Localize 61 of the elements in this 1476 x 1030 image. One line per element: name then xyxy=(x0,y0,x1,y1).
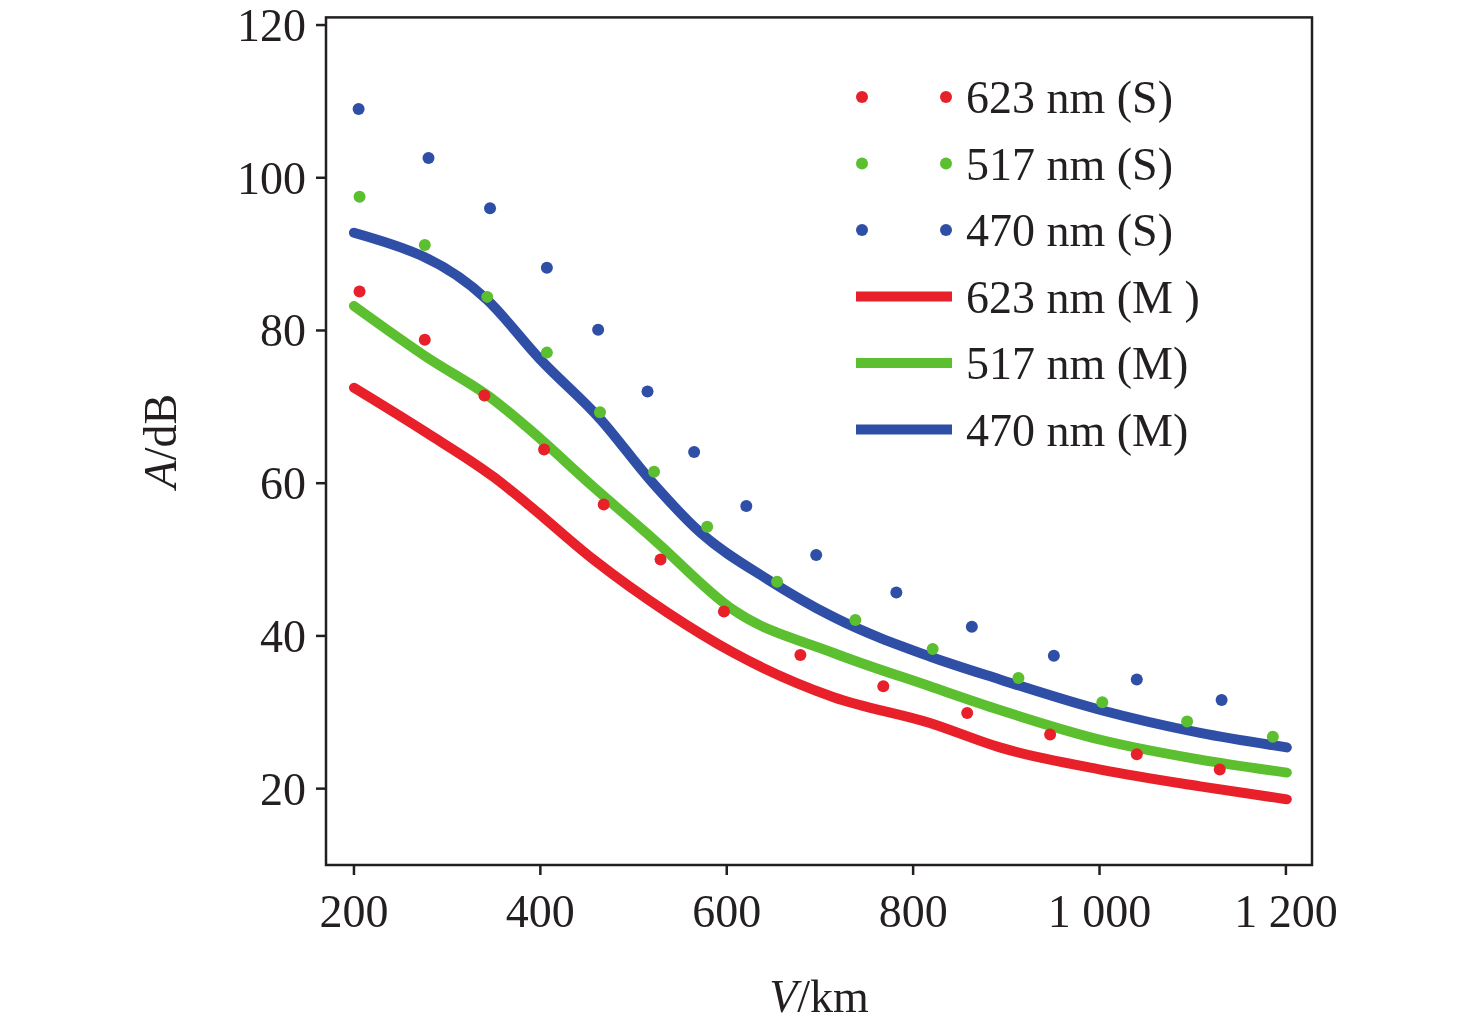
point xyxy=(877,680,890,693)
legend-label: 517 nm (S) xyxy=(966,138,1173,190)
point xyxy=(771,575,784,588)
point xyxy=(849,613,862,626)
point xyxy=(1130,673,1143,686)
point xyxy=(1213,763,1226,776)
legend-label: 517 nm (M) xyxy=(966,338,1189,389)
x-tick-label: 400 xyxy=(505,886,575,937)
y-tick-label: 120 xyxy=(237,0,306,52)
point xyxy=(1215,694,1228,707)
y-tick-label: 60 xyxy=(260,458,306,510)
point xyxy=(540,346,553,359)
x-tick-label: 1 000 xyxy=(1047,886,1152,937)
x-tick-label: 200 xyxy=(319,886,389,937)
point xyxy=(478,389,491,402)
y-tick-label: 100 xyxy=(237,152,306,204)
point xyxy=(648,465,661,478)
point xyxy=(597,498,610,511)
y-tick-label: 80 xyxy=(260,305,306,357)
legend-label: 470 nm (M) xyxy=(966,404,1189,456)
point xyxy=(1130,748,1143,761)
legend-label: 623 nm (S) xyxy=(966,72,1173,123)
point xyxy=(484,202,497,215)
point xyxy=(592,323,605,336)
y-tick-label: 20 xyxy=(260,763,306,815)
point xyxy=(353,285,366,298)
x-axis-title: V/km xyxy=(769,971,870,1022)
point xyxy=(740,500,753,513)
point xyxy=(1181,715,1194,728)
point xyxy=(540,261,553,274)
y-tick-label: 40 xyxy=(260,610,306,662)
x-tick-label: 600 xyxy=(692,886,762,937)
point xyxy=(1096,696,1109,709)
point xyxy=(1047,649,1060,662)
legend-label: 623 nm (M ) xyxy=(966,271,1200,323)
point xyxy=(418,333,431,346)
point xyxy=(965,620,978,633)
point xyxy=(422,151,435,164)
point xyxy=(352,103,365,116)
point xyxy=(654,553,667,566)
point xyxy=(418,238,431,251)
point xyxy=(717,605,730,618)
x-tick-label: 1 200 xyxy=(1234,886,1338,937)
point xyxy=(890,586,903,599)
point xyxy=(1012,671,1025,684)
point xyxy=(961,707,974,720)
legend-label: 470 nm (S) xyxy=(966,205,1173,256)
point xyxy=(794,649,807,662)
point xyxy=(538,443,551,456)
point xyxy=(701,520,714,533)
point xyxy=(641,385,654,398)
point xyxy=(353,190,366,203)
point xyxy=(810,548,823,561)
point xyxy=(593,406,606,419)
x-tick-label: 800 xyxy=(878,886,948,937)
point xyxy=(1044,728,1057,741)
y-axis-title: A/dB xyxy=(135,393,186,492)
point xyxy=(481,290,494,303)
point xyxy=(926,642,939,655)
point xyxy=(1266,730,1279,743)
point xyxy=(688,445,701,458)
